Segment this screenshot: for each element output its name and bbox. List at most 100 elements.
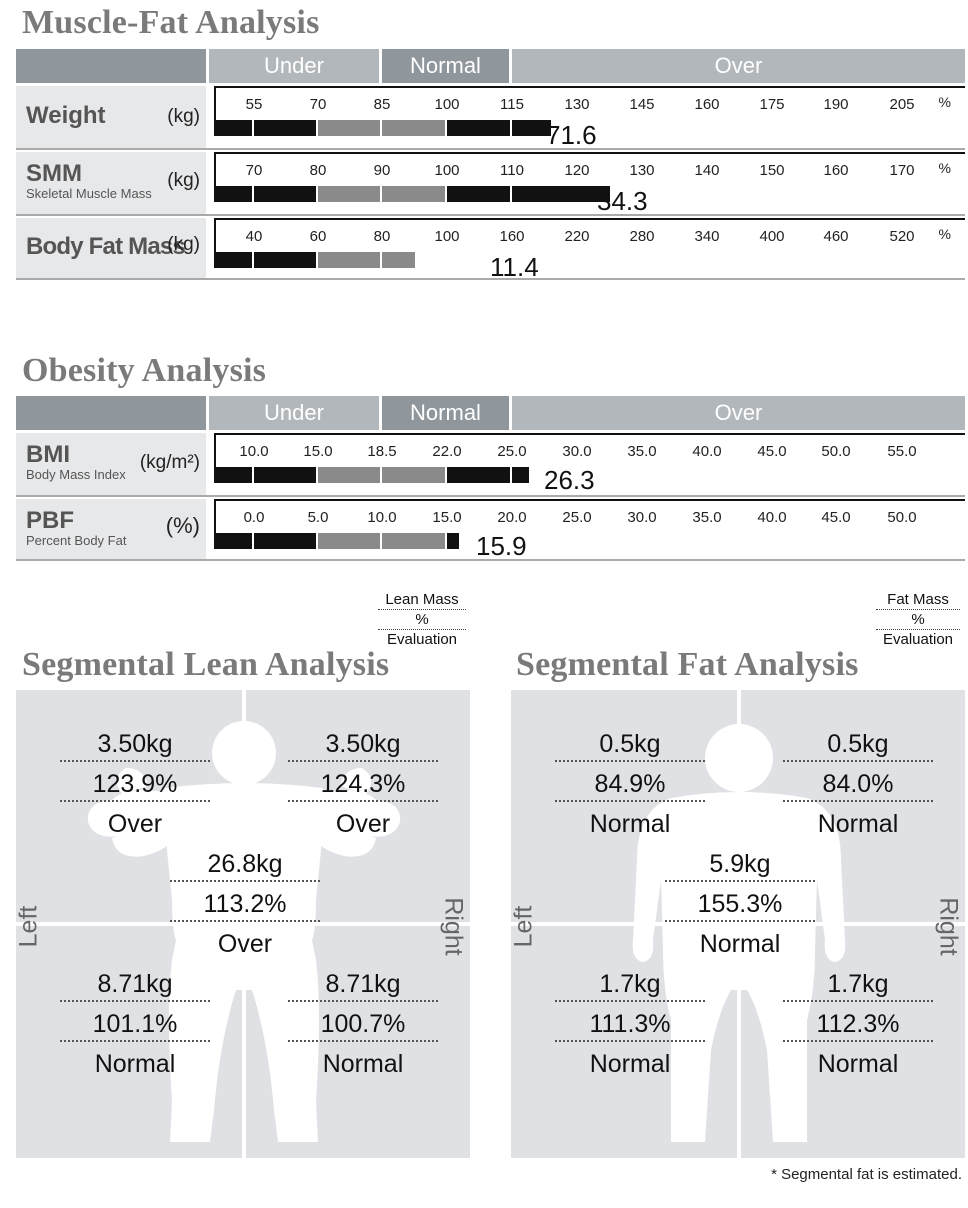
smm-bar-segment — [512, 186, 610, 202]
weight-tick-label: 190 — [823, 96, 849, 113]
pbf-tick-label: 30.0 — [627, 509, 657, 526]
weight-tick-label: 175 — [759, 96, 785, 113]
header-over: Over — [512, 49, 965, 83]
pbf-tick-label: 25.0 — [562, 509, 592, 526]
fat-left-arm-percent: 84.9% — [594, 770, 666, 798]
fat-right-arm-percent: 84.0% — [822, 770, 894, 798]
header-blank — [16, 49, 206, 83]
bmi-label: BMI — [26, 441, 70, 468]
body-fat-mass-label: Body Fat Mass — [26, 233, 186, 260]
smm-bar-segment — [318, 186, 380, 202]
weight-bar-segment — [512, 120, 551, 136]
lean-panel: Left Right 3.50kg 123.9% Over 3.50kg 124… — [14, 690, 470, 1158]
bmi-tick-label: 22.0 — [432, 443, 462, 460]
weight-tick-label: 85 — [373, 96, 391, 113]
row-label-smm: SMM Skeletal Muscle Mass (kg) — [16, 152, 206, 214]
lean-legend-mass: Lean Mass — [378, 590, 466, 610]
pbf-tick-label: 5.0 — [307, 509, 329, 526]
bmi-tick-label: 40.0 — [692, 443, 722, 460]
fat-left-arm-eval: Normal — [589, 810, 671, 838]
weight-tick-label: 55 — [245, 96, 263, 113]
obesity-header-under: Under — [209, 396, 379, 430]
smm-unit: (kg) — [167, 170, 200, 191]
fat-trunk-mass: 5.9kg — [709, 850, 771, 878]
pbf-tick-label: 10.0 — [367, 509, 397, 526]
smm-bar-area: 70 80 90 100 110 120 130 140 150 160 170 % 34.3 — [16, 152, 965, 216]
weight-tick-label: 100 — [434, 96, 460, 113]
body-fat-mass-tick-label: 220 — [564, 228, 590, 245]
lean-trunk-eval: Over — [217, 930, 273, 958]
smm-tick-label: 100 — [434, 162, 460, 179]
smm-tick-label: 150 — [759, 162, 785, 179]
lean-left-arm-eval: Over — [107, 810, 163, 838]
obesity-title: Obesity Analysis — [22, 352, 267, 389]
lean-legend-evaluation: Evaluation — [386, 631, 458, 648]
body-fat-mass-bar-segment — [216, 252, 252, 268]
body-fat-mass-tick-label: 80 — [373, 228, 391, 245]
lean-left-label: Left — [14, 905, 43, 948]
lean-right-leg-eval: Normal — [322, 1050, 404, 1078]
bmi-bar-segment — [216, 467, 252, 483]
lean-right-leg-percent: 100.7% — [320, 1010, 406, 1038]
fat-legend-evaluation: Evaluation — [882, 631, 954, 648]
pbf-bar-segment — [216, 533, 252, 549]
body-silhouette-icon — [632, 724, 846, 1142]
lean-right-arm-mass: 3.50kg — [325, 730, 401, 758]
bmi-tick-label: 25.0 — [497, 443, 527, 460]
lean-right-arm-eval: Over — [335, 810, 391, 838]
fat-left-leg-percent: 111.3% — [589, 1010, 671, 1038]
body-fat-mass-tick-label: 160 — [499, 228, 525, 245]
lean-right-label: Right — [439, 897, 468, 956]
weight-bar-segment — [318, 120, 380, 136]
fat-right-leg-eval: Normal — [817, 1050, 899, 1078]
bmi-bar-segment — [318, 467, 380, 483]
fat-right-arm-mass: 0.5kg — [827, 730, 889, 758]
smm-sub-label: Skeletal Muscle Mass — [26, 186, 152, 201]
weight-bar-area: 55 70 85 100 115 130 145 160 175 190 205 % 71.6 — [16, 86, 965, 150]
pbf-bar-segment — [254, 533, 316, 549]
bmi-unit: (kg/m²) — [139, 452, 200, 473]
smm-bar-segment — [447, 186, 510, 202]
fat-legend-percent: % — [876, 610, 960, 630]
fat-left-label: Left — [509, 905, 538, 948]
smm-bar-segment — [382, 186, 445, 202]
obesity-header-blank — [16, 396, 206, 430]
smm-tick-label: 120 — [564, 162, 590, 179]
weight-percent-symbol: % — [938, 94, 951, 110]
lean-right-leg-mass: 8.71kg — [325, 970, 401, 998]
row-label-bmi: BMI Body Mass Index (kg/m²) — [16, 433, 206, 495]
bmi-bar-segment — [512, 467, 529, 483]
weight-bar-segment — [254, 120, 316, 136]
bmi-tick-label: 10.0 — [239, 443, 269, 460]
header-under: Under — [209, 49, 379, 83]
muscle-fat-title: Muscle-Fat Analysis — [22, 4, 320, 41]
weight-bar-segment — [216, 120, 252, 136]
pbf-tick-label: 15.0 — [432, 509, 462, 526]
fat-trunk-eval: Normal — [699, 930, 781, 958]
lean-left-leg-eval: Normal — [94, 1050, 176, 1078]
smm-tick-label: 70 — [245, 162, 263, 179]
weight-label: Weight — [26, 102, 106, 129]
header-normal: Normal — [382, 49, 509, 83]
fat-legend-mass: Fat Mass — [876, 590, 960, 610]
fat-panel: Left Right 0.5kg 84.9% Normal 0.5kg 84.0… — [509, 690, 965, 1158]
body-fat-mass-percent-symbol: % — [938, 226, 951, 242]
pbf-tick-label: 50.0 — [887, 509, 917, 526]
weight-unit: (kg) — [167, 106, 200, 127]
bmi-tick-label: 45.0 — [757, 443, 787, 460]
pbf-tick-label: 0.0 — [243, 509, 265, 526]
smm-tick-label: 90 — [373, 162, 391, 179]
pbf-bar-segment — [318, 533, 380, 549]
weight-bar-segment — [382, 120, 445, 136]
fat-left-arm-mass: 0.5kg — [599, 730, 661, 758]
lean-left-leg-mass: 8.71kg — [97, 970, 173, 998]
body-fat-mass-bar-segment — [254, 252, 316, 268]
smm-label: SMM — [26, 160, 82, 187]
smm-tick-label: 110 — [500, 162, 524, 179]
obesity-header-normal: Normal — [382, 396, 509, 430]
pbf-label: PBF — [26, 507, 74, 534]
segmental-fat-title: Segmental Fat Analysis — [516, 646, 859, 683]
smm-tick-label: 130 — [629, 162, 655, 179]
obesity-header-over: Over — [512, 396, 965, 430]
pbf-tick-label: 20.0 — [497, 509, 527, 526]
